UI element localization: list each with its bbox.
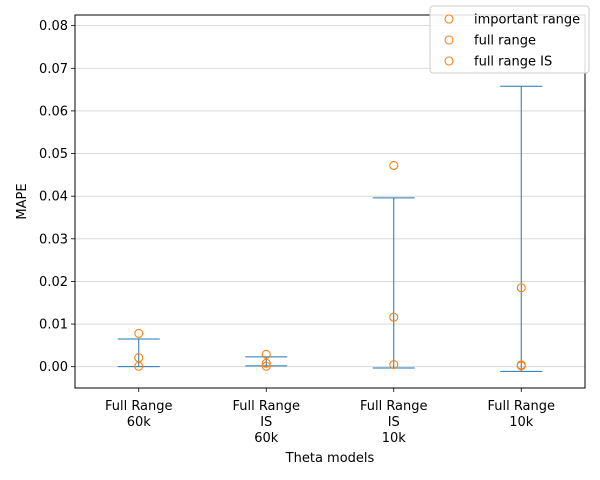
x-tick-label-line: Full Range — [232, 399, 300, 414]
legend-box — [429, 5, 590, 74]
data-point — [134, 361, 144, 371]
data-point — [261, 349, 271, 359]
data-point — [516, 283, 526, 293]
legend-item: important range — [444, 13, 580, 28]
x-tick-label-line: IS — [388, 415, 400, 430]
data-point — [516, 361, 526, 371]
legend: important range full range full range IS — [429, 5, 590, 74]
y-tick-label: 0.02 — [39, 275, 68, 290]
x-tick-label-line: IS — [260, 415, 272, 430]
legend-marker — [444, 35, 454, 45]
legend-label: important range — [474, 13, 580, 28]
x-tick-label-line: 60k — [127, 415, 152, 430]
legend-marker — [444, 14, 454, 24]
x-tick-label: Full Range IS 10k — [360, 399, 428, 446]
data-point — [389, 160, 399, 171]
x-axis-label: Theta models — [285, 451, 375, 466]
y-axis-label: MAPE — [15, 183, 30, 219]
y-tick-label: 0.04 — [39, 190, 68, 205]
x-tick-label-line: 60k — [254, 431, 279, 446]
legend-marker — [444, 56, 454, 66]
x-tick-label-line: 10k — [382, 431, 407, 446]
error-bar — [500, 85, 543, 372]
x-tick-label-line: 10k — [509, 415, 534, 430]
x-tick-label-line: Full Range — [360, 399, 428, 414]
y-tick-label: 0.06 — [39, 104, 68, 119]
legend-item: full range — [444, 34, 536, 49]
y-tick-label: 0.07 — [39, 62, 68, 77]
x-tick-label: Full Range IS 60k — [232, 399, 300, 446]
data-point — [261, 361, 271, 371]
legend-label: full range IS — [474, 55, 552, 70]
plot-frame — [74, 14, 586, 389]
y-tick-label: 0.01 — [39, 318, 68, 333]
y-tick-label: 0.05 — [39, 147, 68, 162]
grid-lines — [75, 25, 585, 368]
y-tick-label: 0.00 — [39, 360, 68, 375]
x-tick-label: Full Range 10k — [487, 399, 555, 430]
data-point — [389, 312, 399, 322]
y-tick-label: 0.08 — [39, 19, 68, 34]
y-axis-ticks: 0.00 0.01 0.02 0.03 0.04 0.05 0.06 0.07 0.08 — [39, 19, 75, 375]
data-points — [134, 160, 526, 371]
error-bars — [117, 85, 543, 372]
x-tick-label: Full Range 60k — [105, 399, 173, 430]
data-point — [134, 328, 144, 338]
error-bar — [372, 197, 415, 369]
data-point — [389, 360, 399, 370]
x-tick-label-line: Full Range — [487, 399, 555, 414]
y-tick-label: 0.03 — [39, 232, 68, 247]
legend-item: full range IS — [444, 55, 552, 70]
x-tick-label-line: Full Range — [105, 399, 173, 414]
data-point — [261, 358, 271, 368]
legend-label: full range — [474, 34, 536, 49]
